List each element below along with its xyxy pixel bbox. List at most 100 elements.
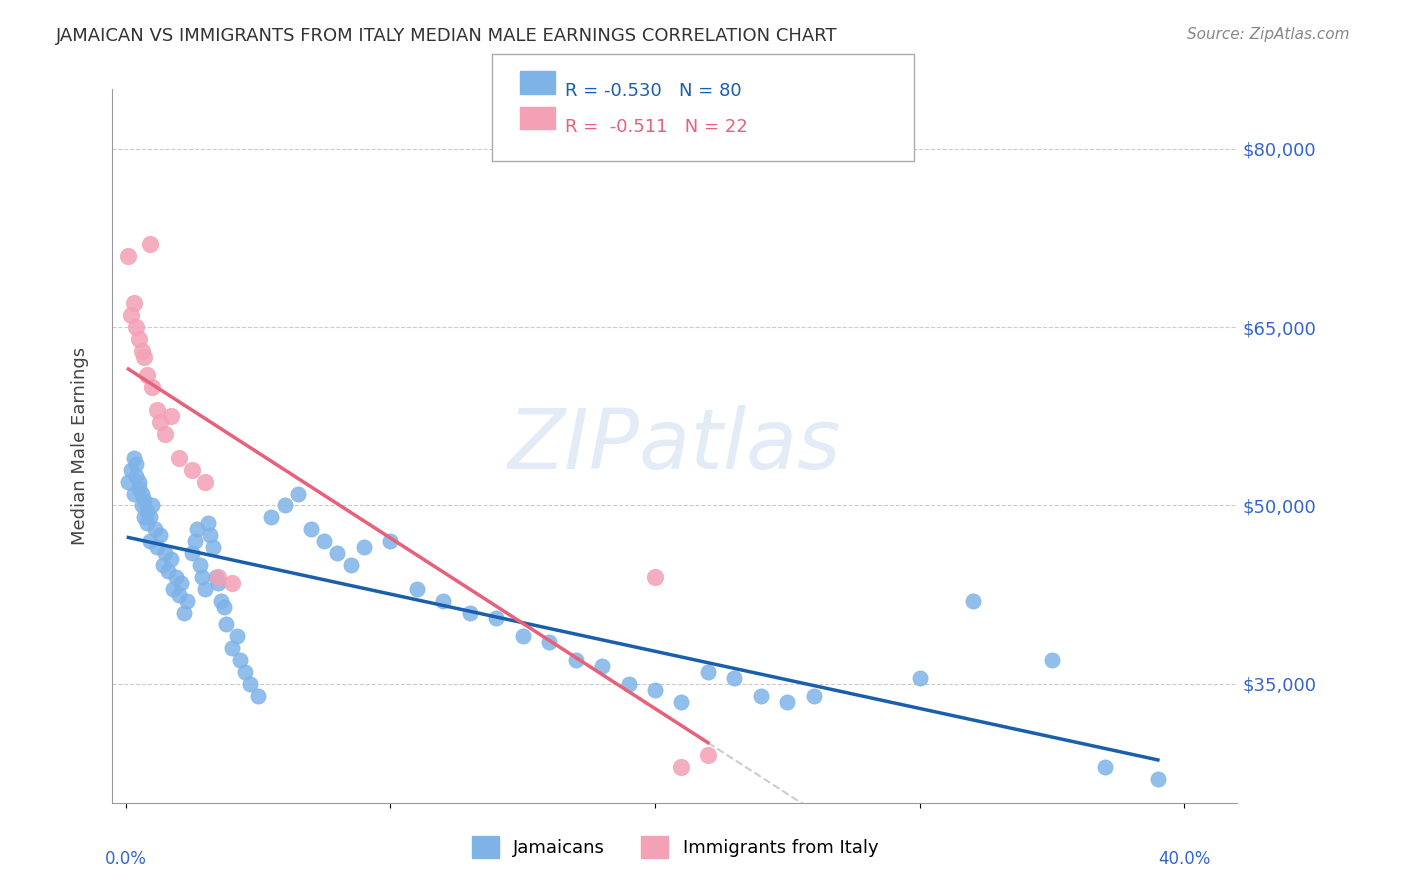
Jamaicans	[233, 665, 256, 679]
Jamaicans	[135, 504, 157, 518]
Jamaicans	[723, 671, 745, 685]
Text: 40.0%: 40.0%	[1159, 850, 1211, 869]
Jamaicans	[143, 522, 166, 536]
Jamaicans	[138, 510, 160, 524]
Jamaicans	[432, 593, 454, 607]
Immigrants from Italy	[141, 379, 163, 393]
Immigrants from Italy	[146, 403, 169, 417]
Text: Source: ZipAtlas.com: Source: ZipAtlas.com	[1187, 27, 1350, 42]
Jamaicans	[202, 540, 225, 554]
Jamaicans	[260, 510, 283, 524]
Immigrants from Italy	[221, 575, 243, 590]
Jamaicans	[146, 540, 169, 554]
Jamaicans	[183, 534, 205, 549]
Jamaicans	[122, 450, 145, 465]
Jamaicans	[167, 588, 190, 602]
Jamaicans	[134, 492, 156, 507]
Immigrants from Italy	[117, 249, 139, 263]
Immigrants from Italy	[134, 350, 156, 364]
Jamaicans	[204, 570, 226, 584]
Jamaicans	[180, 546, 202, 560]
Immigrants from Italy	[644, 570, 666, 584]
Jamaicans	[1040, 653, 1063, 667]
Jamaicans	[908, 671, 931, 685]
Jamaicans	[131, 499, 153, 513]
Jamaicans	[287, 486, 309, 500]
Jamaicans	[159, 552, 181, 566]
Jamaicans	[128, 481, 150, 495]
Jamaicans	[155, 546, 177, 560]
Immigrants from Italy	[180, 463, 202, 477]
Immigrants from Italy	[697, 748, 720, 763]
Jamaicans	[157, 564, 180, 578]
Jamaicans	[135, 516, 157, 531]
Immigrants from Italy	[122, 296, 145, 310]
Immigrants from Italy	[120, 308, 142, 322]
Jamaicans	[591, 659, 613, 673]
Jamaicans	[697, 665, 720, 679]
Jamaicans	[776, 695, 799, 709]
Jamaicans	[176, 593, 198, 607]
Jamaicans	[117, 475, 139, 489]
Jamaicans	[353, 540, 375, 554]
Immigrants from Italy	[149, 415, 172, 429]
Text: R =  -0.511   N = 22: R = -0.511 N = 22	[565, 118, 748, 136]
Immigrants from Italy	[135, 368, 157, 382]
Jamaicans	[564, 653, 586, 667]
Immigrants from Italy	[194, 475, 217, 489]
Jamaicans	[1094, 760, 1116, 774]
Text: R = -0.530   N = 80: R = -0.530 N = 80	[565, 82, 742, 100]
Jamaicans	[617, 677, 640, 691]
Text: ZIPatlas: ZIPatlas	[508, 406, 842, 486]
Immigrants from Italy	[128, 332, 150, 346]
Jamaicans	[299, 522, 322, 536]
Jamaicans	[212, 599, 235, 614]
Jamaicans	[197, 516, 219, 531]
Jamaicans	[125, 468, 148, 483]
Jamaicans	[512, 629, 534, 643]
Immigrants from Italy	[131, 343, 153, 358]
Jamaicans	[380, 534, 402, 549]
Immigrants from Italy	[207, 570, 229, 584]
Jamaicans	[1147, 772, 1170, 786]
Jamaicans	[247, 689, 270, 703]
Y-axis label: Median Male Earnings: Median Male Earnings	[70, 347, 89, 545]
Jamaicans	[225, 629, 247, 643]
Immigrants from Italy	[155, 427, 177, 442]
Jamaicans	[188, 558, 211, 572]
Jamaicans	[200, 528, 222, 542]
Jamaicans	[122, 486, 145, 500]
Jamaicans	[134, 510, 156, 524]
Jamaicans	[749, 689, 772, 703]
Jamaicans	[228, 653, 250, 667]
Jamaicans	[273, 499, 295, 513]
Immigrants from Italy	[167, 450, 190, 465]
Jamaicans	[314, 534, 336, 549]
Immigrants from Italy	[125, 320, 148, 334]
Jamaicans	[538, 635, 561, 649]
Jamaicans	[170, 575, 193, 590]
Jamaicans	[125, 457, 148, 471]
Jamaicans	[141, 499, 163, 513]
Jamaicans	[803, 689, 825, 703]
Jamaicans	[221, 641, 243, 656]
Jamaicans	[405, 582, 427, 596]
Immigrants from Italy	[159, 409, 181, 424]
Jamaicans	[458, 606, 481, 620]
Jamaicans	[162, 582, 184, 596]
Jamaicans	[962, 593, 984, 607]
Jamaicans	[152, 558, 174, 572]
Jamaicans	[194, 582, 217, 596]
Text: JAMAICAN VS IMMIGRANTS FROM ITALY MEDIAN MALE EARNINGS CORRELATION CHART: JAMAICAN VS IMMIGRANTS FROM ITALY MEDIAN…	[56, 27, 838, 45]
Jamaicans	[326, 546, 349, 560]
Jamaicans	[209, 593, 232, 607]
Jamaicans	[165, 570, 187, 584]
Legend: Jamaicans, Immigrants from Italy: Jamaicans, Immigrants from Italy	[464, 829, 886, 865]
Jamaicans	[173, 606, 195, 620]
Immigrants from Italy	[671, 760, 693, 774]
Jamaicans	[485, 611, 508, 625]
Jamaicans	[120, 463, 142, 477]
Jamaicans	[644, 682, 666, 697]
Jamaicans	[339, 558, 361, 572]
Jamaicans	[186, 522, 208, 536]
